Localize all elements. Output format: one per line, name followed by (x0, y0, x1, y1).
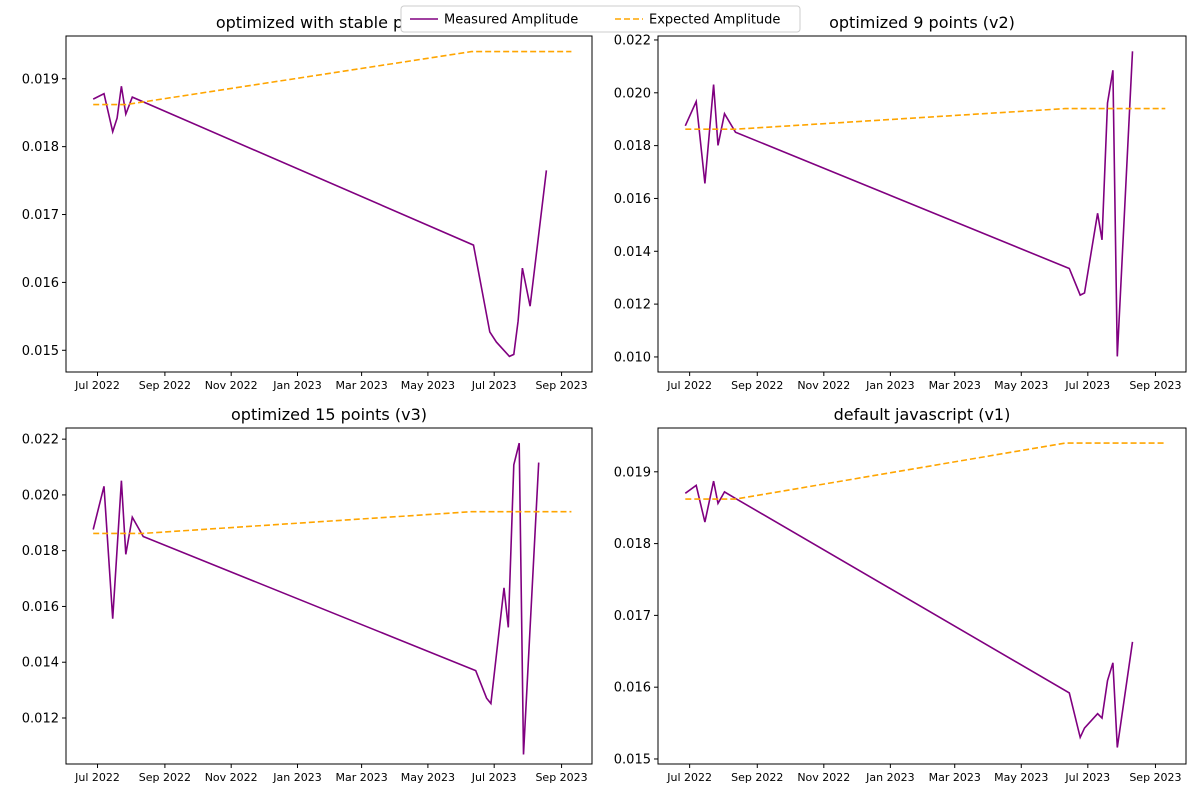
x-tick-label: Jul 2022 (74, 379, 120, 392)
x-tick-label: Sep 2023 (1129, 771, 1181, 784)
measured-amplitude-line (684, 480, 1134, 748)
x-tick-label: Mar 2023 (929, 771, 981, 784)
y-tick-label: 0.017 (614, 609, 651, 624)
y-tick-label: 0.022 (614, 33, 651, 48)
x-tick-label: Sep 2023 (535, 379, 587, 392)
y-tick-label: 0.017 (22, 208, 59, 223)
x-tick-label: Jan 2023 (272, 379, 321, 392)
axes-frame (65, 427, 593, 765)
chart-panel-3: optimized 15 points (v3) 0.012 0.014 0.016 0… (22, 405, 593, 784)
y-tick-label: 0.018 (22, 544, 59, 559)
panel-title: optimized 9 points (v2) (829, 13, 1015, 32)
y-tick-label: 0.018 (614, 139, 651, 154)
expected-amplitude-line (685, 442, 1166, 500)
axes-frame (65, 35, 593, 373)
expected-amplitude-line (685, 107, 1166, 130)
x-tick-label: Jul 2022 (74, 771, 120, 784)
y-tick-label: 0.019 (22, 72, 59, 87)
y-tick-label: 0.016 (614, 192, 651, 207)
expected-amplitude-line (93, 50, 572, 106)
x-tick-label: Jul 2023 (471, 771, 517, 784)
measured-amplitude-line (684, 51, 1134, 357)
x-tick-label: Nov 2022 (205, 379, 258, 392)
panel-title: optimized with stable points (216, 13, 442, 32)
x-tick-label: Jul 2023 (1064, 379, 1110, 392)
y-tick-label: 0.015 (614, 752, 651, 767)
y-tick-label: 0.016 (22, 600, 59, 615)
x-tick-label: Nov 2022 (797, 379, 850, 392)
expected-amplitude-line (93, 510, 572, 535)
x-tick-label: May 2023 (401, 771, 455, 784)
x-tick-label: May 2023 (401, 379, 455, 392)
x-tick-label: Sep 2022 (139, 771, 191, 784)
y-tick-label: 0.022 (22, 433, 59, 448)
y-tick-label: 0.010 (614, 350, 651, 365)
x-tick-label: Nov 2022 (205, 771, 258, 784)
y-tick-label: 0.014 (614, 245, 651, 260)
legend-frame (400, 5, 801, 33)
y-tick-label: 0.012 (614, 298, 651, 313)
axes-frame (657, 427, 1187, 765)
y-tick-label: 0.020 (22, 488, 59, 503)
legend: Measured Amplitude Expected Amplitude (400, 5, 801, 33)
y-tick-label: 0.020 (614, 86, 651, 101)
x-tick-label: Jan 2023 (272, 771, 321, 784)
x-tick-label: Mar 2023 (335, 771, 387, 784)
chart-panel-2: optimized 9 points (v2) 0.010 0.012 0.014 0.… (614, 13, 1187, 392)
y-tick-label: 0.018 (22, 140, 59, 155)
x-tick-label: May 2023 (994, 771, 1048, 784)
y-tick-label: 0.012 (22, 711, 59, 726)
y-tick-label: 0.015 (22, 344, 59, 359)
y-tick-label: 0.016 (614, 681, 651, 696)
x-tick-label: Sep 2023 (535, 771, 587, 784)
y-tick-label: 0.018 (614, 537, 651, 552)
measured-amplitude-line (92, 86, 548, 358)
x-tick-label: Jul 2022 (666, 379, 712, 392)
x-tick-label: Jul 2022 (666, 771, 712, 784)
panel-title: default javascript (v1) (834, 405, 1011, 424)
legend-label: Measured Amplitude (444, 13, 578, 28)
panel-title: optimized 15 points (v3) (231, 405, 427, 424)
x-tick-label: May 2023 (994, 379, 1048, 392)
x-tick-label: Sep 2022 (139, 379, 191, 392)
x-tick-label: Nov 2022 (797, 771, 850, 784)
y-tick-label: 0.016 (22, 276, 59, 291)
legend-label: Expected Amplitude (649, 13, 780, 28)
x-tick-label: Sep 2022 (731, 771, 783, 784)
chart-panel-1: optimized with stable points 0.015 0.016 0.… (22, 13, 593, 392)
measured-amplitude-line (92, 442, 540, 755)
x-tick-label: Jul 2023 (471, 379, 517, 392)
x-tick-label: Jan 2023 (865, 379, 914, 392)
x-tick-label: Mar 2023 (335, 379, 387, 392)
y-tick-label: 0.019 (614, 465, 651, 480)
chart-panel-4: default javascript (v1) 0.015 0.016 0.017 0.… (614, 405, 1187, 784)
x-tick-label: Mar 2023 (929, 379, 981, 392)
x-tick-label: Sep 2022 (731, 379, 783, 392)
x-tick-label: Jul 2023 (1064, 771, 1110, 784)
x-tick-label: Jan 2023 (865, 771, 914, 784)
x-tick-label: Sep 2023 (1129, 379, 1181, 392)
axes-frame (657, 35, 1187, 373)
y-tick-label: 0.014 (22, 656, 59, 671)
